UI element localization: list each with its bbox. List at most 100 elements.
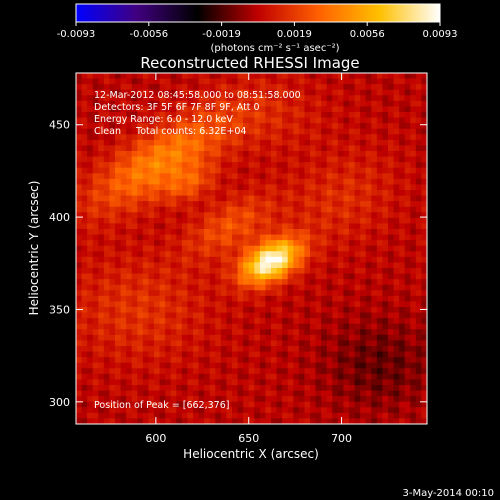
- heatmap-cell: [304, 323, 311, 330]
- heatmap-cell: [76, 295, 83, 303]
- heatmap-cell: [81, 373, 88, 381]
- heatmap-cell: [360, 418, 367, 424]
- heatmap-cell: [226, 401, 233, 408]
- heatmap-cell: [226, 268, 233, 275]
- heatmap-cell: [271, 357, 278, 364]
- heatmap-cell: [215, 100, 222, 108]
- heatmap-cell: [404, 346, 411, 353]
- heatmap-cell: [265, 256, 272, 264]
- heatmap-cell: [137, 190, 144, 197]
- heatmap-cell: [382, 340, 389, 347]
- heatmap-cell: [209, 273, 216, 280]
- heatmap-cell: [265, 295, 272, 303]
- heatmap-cell: [321, 212, 328, 219]
- heatmap-cell: [382, 396, 389, 403]
- heatmap-cell: [159, 362, 166, 369]
- heatmap-cell: [237, 195, 244, 202]
- heatmap-cell: [103, 162, 111, 169]
- heatmap-cell: [115, 340, 122, 347]
- heatmap-cell: [310, 307, 317, 314]
- heatmap-cell: [310, 340, 317, 347]
- heatmap-cell: [404, 323, 411, 330]
- heatmap-cell: [421, 128, 427, 135]
- heatmap-cell: [148, 73, 155, 80]
- heatmap-cell: [103, 379, 111, 386]
- image-annotations: 12-Mar-2012 08:45:58.000 to 08:51:58.000…: [94, 90, 301, 411]
- heatmap-cell: [103, 251, 111, 258]
- heatmap-cell: [388, 84, 395, 91]
- heatmap-cell: [315, 407, 322, 414]
- heatmap-cell: [332, 173, 339, 180]
- heatmap-cell: [198, 290, 205, 297]
- heatmap-cell: [388, 162, 395, 169]
- heatmap-cell: [248, 290, 255, 297]
- heatmap-cell: [415, 117, 423, 124]
- heatmap-cell: [193, 351, 200, 358]
- heatmap-cell: [126, 407, 133, 414]
- heatmap-cell: [187, 323, 194, 330]
- heatmap-cell: [315, 357, 322, 364]
- heatmap-cell: [298, 418, 306, 424]
- heatmap-cell: [232, 234, 239, 241]
- heatmap-cell: [404, 334, 411, 342]
- heatmap-cell: [421, 334, 427, 342]
- heatmap-cell: [92, 373, 99, 381]
- heatmap-cell: [265, 178, 272, 186]
- heatmap-cell: [226, 312, 233, 319]
- heatmap-cell: [165, 217, 172, 225]
- heatmap-cell: [388, 290, 395, 297]
- heatmap-cell: [321, 396, 328, 403]
- heatmap-cell: [271, 78, 278, 85]
- heatmap-cell: [265, 95, 272, 102]
- heatmap-cell: [382, 112, 389, 119]
- heatmap-cell: [326, 190, 333, 197]
- heatmap-cell: [204, 307, 211, 314]
- heatmap-cell: [382, 307, 389, 314]
- heatmap-cell: [365, 401, 372, 408]
- heatmap-cell: [154, 268, 161, 275]
- heatmap-cell: [165, 123, 172, 130]
- heatmap-cell: [404, 100, 411, 108]
- heatmap-cell: [421, 407, 427, 414]
- heatmap-cell: [103, 301, 111, 308]
- heatmap-cell: [181, 295, 189, 303]
- heatmap-cell: [181, 268, 189, 275]
- heatmap-cell: [92, 385, 99, 392]
- heatmap-cell: [120, 373, 127, 381]
- heatmap-cell: [349, 284, 356, 291]
- heatmap-cell: [87, 262, 94, 269]
- heatmap-cell: [271, 156, 278, 163]
- heatmap-cell: [76, 373, 83, 381]
- heatmap-cell: [198, 323, 205, 330]
- heatmap-cell: [382, 151, 389, 158]
- heatmap-cell: [354, 173, 361, 180]
- heatmap-cell: [271, 139, 278, 147]
- heatmap-cell: [365, 262, 372, 269]
- heatmap-cell: [92, 106, 99, 113]
- heatmap-cell: [137, 178, 144, 186]
- heatmap-cell: [298, 307, 306, 314]
- heatmap-cell: [298, 167, 306, 174]
- heatmap-cell: [159, 229, 166, 236]
- heatmap-cell: [220, 256, 228, 264]
- heatmap-cell: [148, 273, 155, 280]
- heatmap-cell: [159, 173, 166, 180]
- heatmap-cell: [220, 162, 228, 169]
- heatmap-cell: [193, 139, 200, 147]
- heatmap-cell: [376, 78, 384, 85]
- heatmap-cell: [204, 295, 211, 303]
- heatmap-cell: [293, 357, 300, 364]
- heatmap-cell: [131, 295, 138, 303]
- heatmap-cell: [209, 178, 216, 186]
- heatmap-cell: [254, 123, 261, 130]
- heatmap-cell: [137, 268, 144, 275]
- heatmap-cell: [304, 73, 311, 80]
- heatmap-cell: [248, 334, 255, 342]
- heatmap-cell: [287, 351, 294, 358]
- annotation-detectors: Detectors: 3F 5F 6F 7F 8F 9F, Att 0: [94, 102, 260, 113]
- heatmap-cell: [326, 206, 333, 213]
- heatmap-cell: [315, 396, 322, 403]
- heatmap-cell: [215, 312, 222, 319]
- heatmap-cell: [393, 145, 400, 152]
- heatmap-cell: [276, 217, 283, 225]
